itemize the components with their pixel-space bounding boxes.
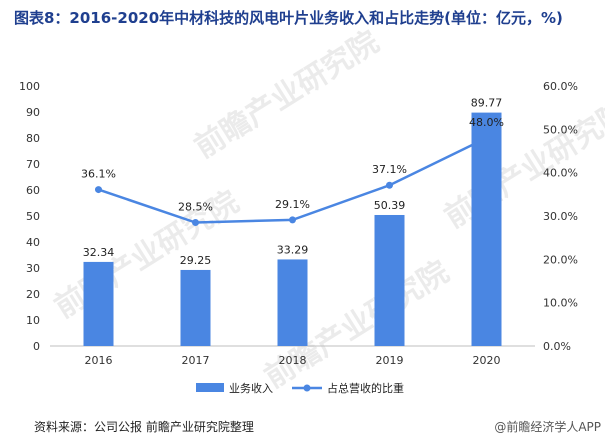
y-left-tick-label: 0 xyxy=(33,340,40,353)
line-value-label: 29.1% xyxy=(275,198,310,211)
y-left-tick-label: 30 xyxy=(26,262,40,275)
y-left-tick-label: 70 xyxy=(26,158,40,171)
y-right-tick-label: 50.0% xyxy=(543,123,578,136)
y-left-tick-label: 100 xyxy=(19,80,40,93)
y-left-tick-label: 40 xyxy=(26,236,40,249)
y-right-tick-label: 60.0% xyxy=(543,80,578,93)
line-value-label: 36.1% xyxy=(81,168,116,181)
bar-2019 xyxy=(374,214,405,346)
x-tick-label: 2020 xyxy=(473,354,501,367)
bar-2017 xyxy=(180,269,211,346)
y-right-tick-label: 20.0% xyxy=(543,253,578,266)
y-left-tick-label: 20 xyxy=(26,288,40,301)
bar-value-label: 29.25 xyxy=(180,254,212,267)
watermark-corner: @前瞻经济学人APP xyxy=(494,420,601,434)
line-point-2017 xyxy=(192,219,199,226)
bar-2020 xyxy=(471,112,502,347)
y-left-tick-label: 60 xyxy=(26,184,40,197)
line-value-label: 37.1% xyxy=(372,163,407,176)
x-tick-label: 2016 xyxy=(85,354,113,367)
line-point-2018 xyxy=(289,216,296,224)
legend-line-marker xyxy=(303,384,311,392)
x-tick-label: 2019 xyxy=(376,354,404,367)
source-note: 资料来源：公司公报 前瞻产业研究院整理 xyxy=(34,420,254,434)
y-right-tick-label: 10.0% xyxy=(543,297,578,310)
y-right-tick-label: 30.0% xyxy=(543,210,578,223)
bar-2018 xyxy=(277,259,308,346)
line-value-label: 48.0% xyxy=(469,116,504,129)
bar-value-label: 33.29 xyxy=(277,243,309,256)
bar-2016 xyxy=(83,261,114,346)
legend-bar-swatch xyxy=(196,383,224,392)
legend-line-label: 占总营收的比重 xyxy=(327,381,404,395)
x-tick-label: 2018 xyxy=(279,354,307,367)
bar-value-label: 89.77 xyxy=(471,97,503,110)
chart-title: 图表8：2016-2020年中材科技的风电叶片业务收入和占比走势(单位：亿元，%… xyxy=(14,9,563,27)
x-tick-label: 2017 xyxy=(182,354,210,367)
y-left-tick-label: 90 xyxy=(26,106,40,119)
line-point-2019 xyxy=(386,181,393,189)
legend-bar-label: 业务收入 xyxy=(229,381,273,395)
line-point-2020 xyxy=(483,134,490,142)
y-right-tick-label: 0.0% xyxy=(543,340,571,353)
line-value-label: 28.5% xyxy=(178,201,213,214)
bar-value-label: 32.34 xyxy=(83,246,115,259)
y-left-tick-label: 50 xyxy=(26,210,40,223)
y-left-tick-label: 80 xyxy=(26,132,40,145)
y-right-tick-label: 40.0% xyxy=(543,167,578,180)
bar-value-label: 50.39 xyxy=(374,199,406,212)
line-point-2016 xyxy=(95,186,102,194)
y-left-tick-label: 10 xyxy=(26,314,40,327)
